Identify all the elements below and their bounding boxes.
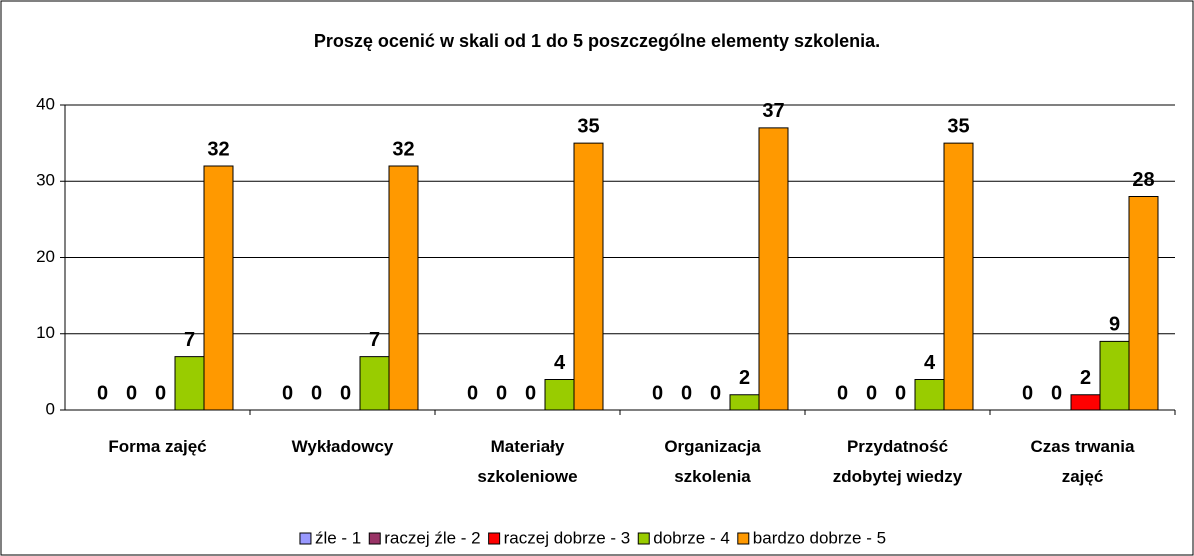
value-label: 0 — [496, 382, 507, 404]
bar — [729, 394, 760, 411]
legend-swatch — [368, 532, 381, 545]
x-tick-label: Wykładowcy — [292, 437, 394, 456]
value-label: 28 — [1132, 169, 1154, 191]
x-tick-label: Materiały szkoleniowe — [477, 437, 577, 486]
chart-title: Proszę ocenić w skali od 1 do 5 poszczeg… — [314, 31, 880, 51]
value-label: 4 — [924, 352, 936, 374]
x-tick-line: szkolenia — [674, 467, 751, 486]
value-label: 0 — [311, 382, 322, 404]
bar — [388, 165, 419, 411]
value-label: 0 — [1051, 382, 1062, 404]
value-label: 35 — [947, 115, 969, 137]
bar — [359, 356, 390, 411]
x-tick-label: Czas trwania zajęć — [1031, 437, 1135, 486]
bar — [544, 379, 575, 411]
value-label: 0 — [895, 382, 906, 404]
value-label: 0 — [340, 382, 351, 404]
legend-label: źle - 1 — [315, 528, 361, 547]
value-label: 32 — [392, 138, 414, 160]
bar — [943, 142, 974, 411]
legend-swatch — [637, 532, 650, 545]
value-label: 2 — [739, 367, 750, 389]
legend-swatch — [299, 532, 312, 545]
legend-label: bardzo dobrze - 5 — [753, 528, 886, 547]
x-tick-line: Forma zajęć — [108, 437, 206, 456]
legend-label: raczej źle - 2 — [384, 528, 480, 547]
y-tick-label: 30 — [36, 171, 55, 190]
bar — [203, 165, 234, 411]
value-label: 0 — [710, 382, 721, 404]
legend-item: raczej dobrze - 3 — [488, 528, 631, 547]
value-label: 0 — [652, 382, 663, 404]
value-label: 7 — [184, 329, 195, 351]
legend-item: bardzo dobrze - 5 — [737, 528, 886, 547]
y-tick-label: 40 — [36, 94, 55, 113]
value-label: 7 — [369, 329, 380, 351]
x-tick-line: zdobytej wiedzy — [833, 467, 963, 486]
value-label: 0 — [681, 382, 692, 404]
value-label: 0 — [866, 382, 877, 404]
x-tick-line: szkoleniowe — [477, 467, 577, 486]
legend-label: dobrze - 4 — [653, 528, 730, 547]
x-tick-label: Forma zajęć — [108, 437, 206, 456]
legend-item: raczej źle - 2 — [368, 528, 481, 547]
value-label: 0 — [837, 382, 848, 404]
value-label: 4 — [554, 352, 566, 374]
x-tick-label: Organizacja szkolenia — [664, 437, 761, 486]
bar — [1128, 196, 1159, 411]
y-tick-label: 0 — [46, 399, 55, 418]
legend-label: raczej dobrze - 3 — [504, 528, 631, 547]
legend-item: źle - 1 — [299, 528, 361, 547]
bar — [758, 127, 789, 411]
value-label: 37 — [762, 100, 784, 122]
value-label: 0 — [525, 382, 536, 404]
bar — [573, 142, 604, 411]
x-tick-line: Przydatność — [847, 437, 948, 456]
x-tick-label: Przydatność zdobytej wiedzy — [833, 437, 963, 486]
value-label: 0 — [155, 382, 166, 404]
y-tick-label: 20 — [36, 247, 55, 266]
value-label: 0 — [97, 382, 108, 404]
value-label: 0 — [126, 382, 137, 404]
legend-item: dobrze - 4 — [637, 528, 730, 547]
bar — [1099, 340, 1130, 411]
bar — [914, 379, 945, 411]
legend-swatch — [737, 532, 750, 545]
value-label: 2 — [1080, 367, 1091, 389]
legend-swatch — [488, 532, 501, 545]
x-tick-line: Organizacja — [664, 437, 761, 456]
x-tick-line: zajęć — [1062, 467, 1104, 486]
value-label: 35 — [577, 115, 599, 137]
x-tick-line: Czas trwania — [1031, 437, 1135, 456]
y-tick-label: 10 — [36, 323, 55, 342]
bar — [1070, 394, 1101, 411]
x-tick-line: Materiały — [491, 437, 565, 456]
value-label: 0 — [1022, 382, 1033, 404]
bar — [174, 356, 205, 411]
value-label: 0 — [282, 382, 293, 404]
value-label: 32 — [207, 138, 229, 160]
x-tick-line: Wykładowcy — [292, 437, 394, 456]
value-label: 9 — [1109, 314, 1120, 336]
value-label: 0 — [467, 382, 478, 404]
